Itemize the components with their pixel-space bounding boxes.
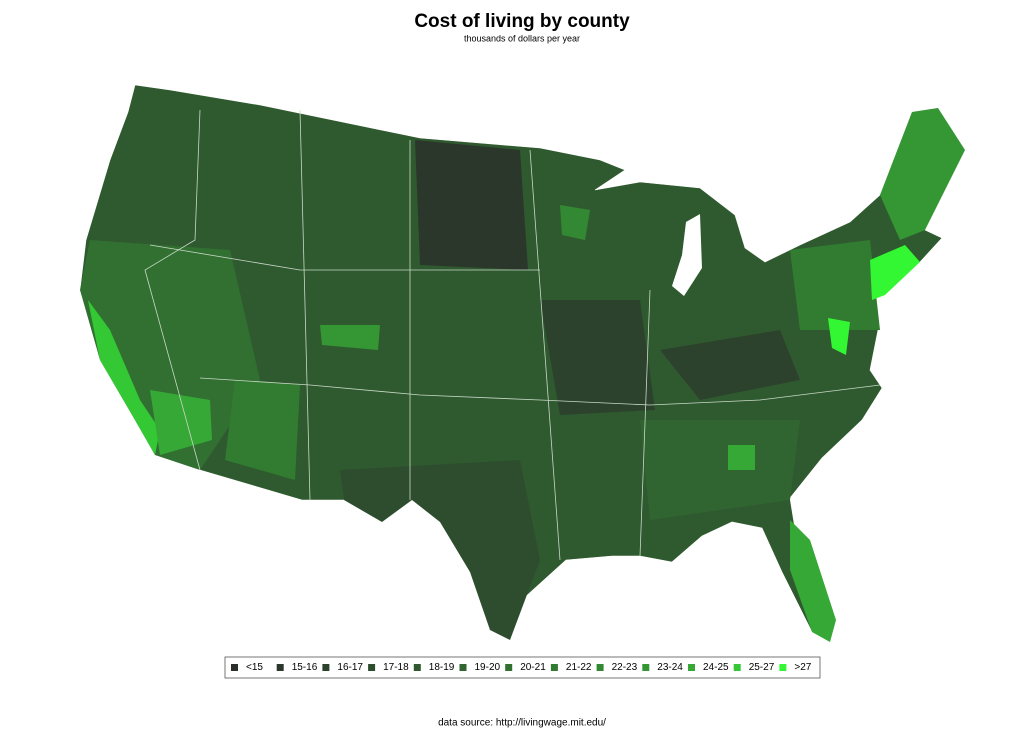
legend-swatch	[733, 664, 741, 671]
region-texas	[340, 460, 540, 640]
legend-swatch	[413, 664, 421, 671]
state-line	[144, 109, 201, 471]
subtitle: thousands of dollars per year	[464, 33, 580, 43]
legend-label: <15	[246, 662, 263, 673]
state-line	[529, 149, 561, 561]
region-socal	[150, 390, 212, 455]
legend-label: 24-25	[703, 662, 729, 673]
legend-label: 15-16	[292, 662, 318, 673]
legend-label: 22-23	[612, 662, 638, 673]
legend-swatch	[231, 664, 238, 671]
legend-label: 17-18	[383, 662, 409, 673]
legend-swatch	[322, 664, 330, 671]
legend-label: >27	[794, 662, 811, 673]
legend-swatch	[688, 664, 695, 671]
region-california-coast	[88, 300, 160, 455]
us-map	[79, 84, 966, 643]
legend-box	[224, 656, 821, 679]
legend-swatch	[779, 664, 787, 671]
state-line	[299, 109, 311, 501]
data-source: data source: http://livingwage.mit.edu/	[438, 718, 606, 729]
region-dc-area	[828, 318, 850, 355]
legend-label: 20-21	[520, 662, 546, 673]
legend-swatch	[276, 664, 284, 671]
legend-label: 21-22	[566, 662, 592, 673]
legend-label: 16-17	[337, 662, 363, 673]
region-mid-east	[790, 240, 880, 330]
region-west	[80, 240, 260, 470]
region-midwest-city	[560, 205, 590, 240]
legend-swatch	[505, 664, 513, 671]
region-arizona	[225, 380, 300, 480]
region-florida	[790, 520, 836, 642]
legend-label: 19-20	[475, 662, 501, 673]
state-line	[149, 244, 540, 271]
legend-swatch	[596, 664, 604, 671]
region-dark-interior	[540, 300, 655, 415]
legend-swatch	[459, 664, 467, 671]
state-line	[639, 289, 651, 557]
region-colorado-mtn	[320, 325, 380, 350]
legend-label: 25-27	[749, 662, 775, 673]
region-atlanta	[728, 445, 755, 470]
legend-swatch	[642, 664, 650, 671]
lake-michigan	[672, 214, 702, 296]
legend-swatch	[550, 664, 558, 671]
title: Cost of living by county	[414, 11, 630, 32]
region-northeast-corridor	[870, 245, 920, 300]
legend-label: 18-19	[429, 662, 455, 673]
legend: <15 15-16 16-17 17-18 18-19 19-20 20-21 21-22 22…	[231, 662, 812, 673]
state-line	[199, 377, 881, 406]
region-dark-appalachia	[660, 330, 800, 400]
legend-swatch	[368, 664, 376, 671]
region-new-england	[880, 108, 965, 240]
region-southeast	[640, 420, 800, 520]
region-dark-plains	[415, 140, 528, 270]
legend-label: 23-24	[657, 662, 683, 673]
